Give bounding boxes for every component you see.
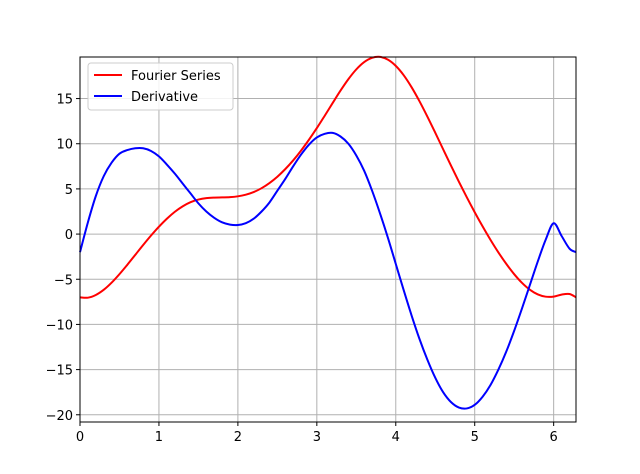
legend-box [87,62,234,111]
grid [79,57,576,422]
y-tick-label: −15 [46,364,73,379]
series-line-fourier-series [79,55,577,299]
legend-label-derivative: Derivative [131,90,198,105]
series-line-derivative [79,131,577,410]
y-tick-label: −5 [54,273,73,288]
y-tick-label: −10 [46,318,73,333]
legend-label-fourier-series: Fourier Series [131,69,221,84]
y-tick-label: −20 [46,409,73,424]
ticks: 0 1 2 3 4 5 6 −20 −15 −10 −5 0 5 10 15 [46,93,558,445]
x-tick-label: 2 [234,430,242,445]
x-tick-label: 0 [76,430,84,445]
plot-frame [79,56,577,423]
y-tick-label: 15 [56,93,73,108]
x-tick-label: 1 [155,430,163,445]
y-tick-label: 5 [65,183,73,198]
legend: Fourier Series Derivative [87,62,234,111]
x-tick-label: 6 [550,430,558,445]
plot-area [80,57,576,422]
x-tick-label: 4 [392,430,400,445]
x-tick-label: 3 [313,430,321,445]
series-layer [79,55,577,410]
y-tick-label: 10 [56,138,73,153]
x-tick-label: 5 [471,430,479,445]
y-tick-label: 0 [65,228,73,243]
